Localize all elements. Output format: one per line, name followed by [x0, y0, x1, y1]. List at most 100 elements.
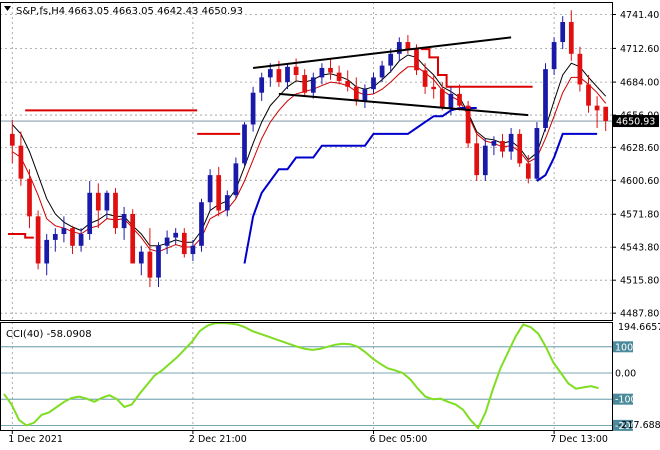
trailing-stop-up	[243, 107, 477, 264]
cci-level-label: -100	[615, 395, 637, 406]
x-tick-label: 2 Dec 21:00	[189, 434, 247, 445]
candle-body	[414, 49, 419, 71]
candle-body	[465, 105, 471, 144]
cci-level-label: 100	[615, 342, 633, 353]
candle-body	[147, 251, 153, 278]
candle-body	[534, 128, 540, 179]
candle-body	[216, 175, 222, 211]
candle-body	[181, 232, 187, 255]
x-tick-label: 7 Dec 13:00	[550, 434, 608, 445]
candle-body	[130, 214, 136, 264]
candle-body	[276, 69, 282, 83]
candle-body	[457, 93, 462, 106]
price-grid	[0, 2, 612, 320]
y-tick-label: 4600.60	[620, 176, 659, 187]
candle-body	[328, 67, 333, 73]
cci-line	[3, 321, 599, 430]
trendline	[252, 36, 512, 69]
cci-max-label: 194.6657	[618, 322, 660, 333]
candle-body	[517, 133, 523, 164]
candle-body	[173, 232, 179, 238]
candle-body	[207, 175, 213, 203]
candle-body	[113, 192, 118, 229]
indicator-label: CCI(40) -58.0908	[6, 329, 92, 340]
candle-body	[44, 239, 50, 264]
candle-body	[482, 145, 488, 176]
candle-body	[95, 192, 101, 211]
cci-level-tag	[613, 419, 633, 431]
candle-body	[439, 89, 445, 108]
current-price-label: 4650.93	[616, 117, 655, 128]
candle-body	[586, 84, 591, 106]
trailing-stop-down	[420, 48, 533, 88]
candle-body	[138, 251, 144, 264]
y-tick-label: 4515.80	[620, 276, 659, 287]
price-frame	[0, 2, 613, 321]
price-plot	[0, 10, 612, 288]
ma-fast-line	[11, 54, 607, 247]
y-tick-label: 4543.80	[620, 243, 659, 254]
candle-body	[500, 140, 505, 152]
candle-body	[285, 66, 290, 83]
candle-body	[293, 66, 299, 76]
candle-body	[61, 228, 67, 235]
candle-body	[164, 237, 170, 246]
candle-body	[594, 105, 600, 111]
candle-body	[525, 163, 531, 179]
candle-body	[70, 228, 75, 246]
candle-body	[474, 143, 480, 176]
candle-body	[371, 77, 376, 90]
candle-body	[87, 192, 93, 235]
candle-body	[379, 65, 385, 78]
candle-body	[551, 42, 557, 70]
candle-body	[52, 234, 58, 240]
candle-body	[577, 53, 583, 85]
x-tick-label: 1 Dec 2021	[8, 434, 63, 445]
indicator-grid	[0, 322, 612, 430]
candle-body	[78, 234, 84, 246]
candle-body	[336, 72, 342, 81]
candle-body	[491, 140, 497, 146]
cci-level-label: -200	[615, 421, 637, 432]
candle-body	[431, 86, 437, 90]
candle-body	[388, 53, 394, 66]
candle-body	[9, 133, 15, 146]
chart-symbol: S&P,fs,H4	[16, 6, 65, 17]
candle-body	[199, 202, 204, 246]
candle-body	[35, 216, 41, 264]
trendline	[278, 92, 529, 117]
candle-body	[156, 245, 161, 278]
menu-triangle-icon[interactable]	[4, 6, 11, 11]
candle-body	[319, 67, 325, 78]
candle-body	[259, 77, 265, 93]
axes	[0, 2, 616, 434]
trailing-stop-up	[536, 132, 598, 182]
indicator-plot	[3, 321, 599, 430]
candle-body	[508, 133, 514, 152]
cci-level-label: 0.00	[615, 368, 636, 379]
candle-body	[422, 70, 428, 87]
y-tick-label: 4712.60	[620, 44, 659, 55]
y-tick-label: 4741.40	[620, 10, 659, 21]
cci-min-label: -217.6889	[618, 420, 660, 431]
cci-level-tag	[613, 393, 633, 405]
candle-body	[310, 77, 316, 93]
candle-body	[233, 163, 239, 196]
candle-body	[267, 69, 273, 78]
candle-body	[568, 22, 574, 54]
candle-body	[18, 145, 24, 179]
candle-body	[250, 92, 256, 125]
candle-body	[396, 42, 402, 54]
candle-body	[603, 106, 609, 122]
trailing-stop-down	[8, 233, 34, 239]
candle-body	[104, 192, 110, 211]
candle-body	[362, 89, 368, 101]
y-tick-label: 4571.80	[620, 210, 659, 221]
y-tick-label: 4684.00	[620, 78, 659, 89]
candle-body	[353, 86, 359, 101]
ohlc-values: 4663.05 4663.05 4642.43 4650.93	[68, 6, 243, 17]
candle-body	[302, 75, 308, 93]
ma-slow-line	[12, 66, 607, 253]
axis-labels: 4741.404712.604684.004656.004628.604600.…	[8, 10, 660, 445]
candle-body	[448, 93, 454, 108]
